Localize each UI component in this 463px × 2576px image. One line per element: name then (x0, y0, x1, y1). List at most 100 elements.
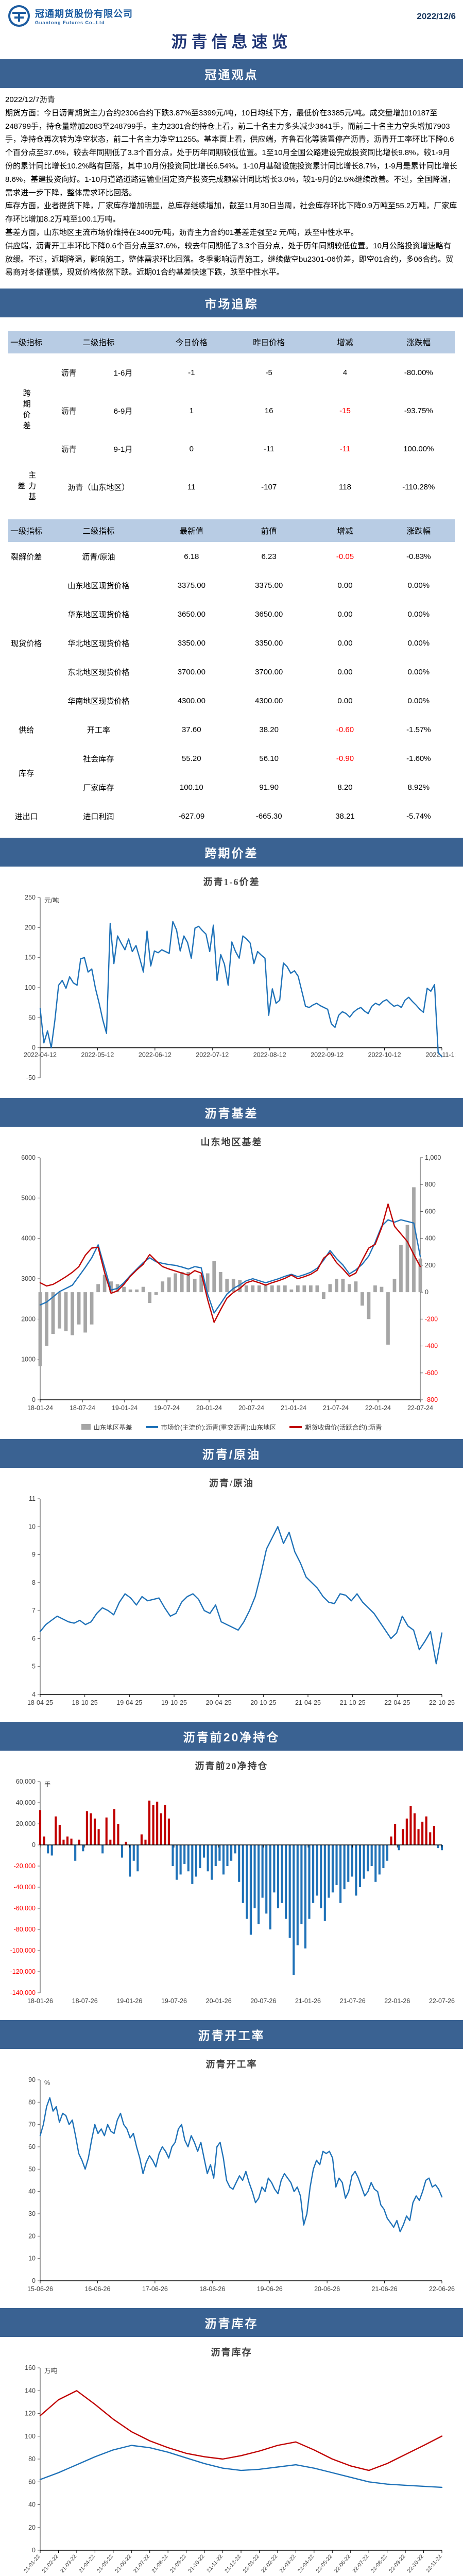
bar (191, 1845, 194, 1885)
svg-text:50: 50 (28, 1014, 36, 1021)
group-label-cell: 进出口 (14, 812, 38, 821)
bar (70, 1838, 73, 1845)
bar (214, 1845, 217, 1867)
group-label-cell: 现货价格 (11, 639, 42, 648)
bar (244, 1285, 248, 1293)
opinion-paragraph-1: 期货方面：今日沥青期货主力合约2306合约下跌3.87%至3399元/吨，10日… (5, 108, 457, 197)
svg-text:4000: 4000 (21, 1235, 36, 1242)
chart-svg-spread16: 250 200 150 100 50 0 -50 2022-04-12 2022-05-12 20… (24, 894, 458, 1081)
bar (413, 1813, 416, 1845)
group-label-cell: 跨期价差 (22, 389, 31, 433)
svg-text:17-06-26: 17-06-26 (142, 2285, 168, 2293)
group-label-cell: 裂解价差 (11, 552, 42, 562)
svg-text:30: 30 (28, 2210, 36, 2217)
company-name-cn: 冠通期货股份有限公司 (35, 9, 133, 19)
spread-basis-table: 一级指标 二级指标 今日价格 昨日价格 增减 涨跌幅 跨期价差 沥青 1-6月 -1 -5 4 -80.… (0, 331, 463, 506)
svg-text:0: 0 (32, 1841, 36, 1849)
svg-text:10: 10 (28, 2255, 36, 2262)
opinion-paragraph-0: 2022/12/7沥青 (5, 95, 55, 104)
svg-text:0: 0 (32, 1396, 36, 1403)
svg-text:4: 4 (32, 1691, 36, 1698)
chart-title-spread16: 沥青1-6价差 (203, 877, 260, 888)
svg-text:22-02-22: 22-02-22 (260, 2553, 279, 2574)
bar (175, 1845, 178, 1880)
table-cell: 0.00 (337, 696, 353, 705)
svg-text:6000: 6000 (21, 1154, 36, 1161)
bar (230, 1845, 233, 1861)
bar (199, 1275, 203, 1293)
table-row: 华北地区现货价格 3350.00 3350.00 0.00 0.00% (8, 629, 455, 657)
svg-text:1,000: 1,000 (425, 1154, 441, 1161)
bar (202, 1845, 205, 1858)
chart-title-basis_sd: 山东地区基差 (200, 1137, 263, 1148)
bar (105, 1817, 108, 1845)
banner-opinion: 冠通观点 (0, 59, 463, 88)
svg-text:20: 20 (28, 2232, 36, 2240)
bar (62, 1839, 65, 1845)
svg-text:2022-04-12: 2022-04-12 (24, 1052, 57, 1059)
svg-text:21-07-22: 21-07-22 (132, 2553, 151, 2574)
table-cell: 0.00 (337, 638, 353, 648)
chart-section-net20: 沥青前20净持仓 沥青前20净持仓 60,000 40,000 20,000 0 -20,0… (0, 1722, 463, 2013)
svg-text:20-01-26: 20-01-26 (206, 1997, 232, 2005)
bar (273, 1845, 276, 1893)
bar (331, 1845, 334, 1893)
bar (71, 1292, 74, 1335)
table-cell: 37.60 (182, 725, 201, 734)
table-header-cell: 昨日价格 (230, 331, 308, 354)
svg-text:22-07-22: 22-07-22 (351, 2553, 370, 2574)
table-cell: 开工率 (87, 725, 110, 735)
table-cell: 3650.00 (255, 609, 283, 619)
opinion-paragraph-3: 基差方面，山东地区主流市场价维持在3400元/吨，沥青主力合约01基差走强至2 … (5, 228, 358, 237)
svg-text:5000: 5000 (21, 1194, 36, 1201)
group-label-cell: 供给 (19, 725, 35, 735)
bar (293, 1845, 295, 1975)
chart-svg-basis_sd: 60005000400030002000100001,0008006004002… (21, 1154, 441, 1412)
bar (50, 1845, 53, 1856)
table-cell: 3650.00 (177, 609, 205, 619)
bar (440, 1845, 443, 1851)
bar (96, 1284, 100, 1293)
bar (78, 1839, 80, 1845)
svg-text:0: 0 (425, 1289, 428, 1296)
svg-text:150: 150 (25, 954, 36, 961)
bar (321, 1292, 325, 1299)
bar (351, 1845, 353, 1877)
svg-text:15-06-26: 15-06-26 (27, 2285, 53, 2293)
table-cell: 56.10 (259, 754, 279, 763)
svg-text:22-05-22: 22-05-22 (315, 2553, 333, 2574)
table-cell: 3700.00 (177, 667, 205, 676)
legend-item: 山东地区基差 (81, 1422, 132, 1432)
chart-net20: 60,000 40,000 20,000 0 -20,000 -40,000 -60,000… (0, 1773, 463, 2013)
bar (193, 1279, 197, 1293)
svg-text:20-04-25: 20-04-25 (206, 1699, 232, 1706)
table-header-cell: 前值 (230, 519, 308, 543)
svg-text:1000: 1000 (21, 1356, 36, 1363)
svg-text:-100,000: -100,000 (10, 1947, 36, 1954)
svg-text:20-01-24: 20-01-24 (196, 1404, 222, 1412)
banner-operate: 沥青开工率 (0, 2020, 463, 2049)
svg-text:20-06-26: 20-06-26 (314, 2285, 340, 2293)
table-cell: 山东地区现货价格 (67, 581, 130, 590)
charts-area: 跨期价差 沥青1-6价差 250 200 150 100 50 0 -50 2022-04-12 2… (0, 838, 463, 2576)
opinion-paragraph-2: 库存方面，业者提货下降，厂家库存增加明显，总库存继续增加，截至11月30日当周，… (5, 201, 457, 224)
svg-text:20,000: 20,000 (16, 1820, 36, 1827)
bar (90, 1292, 94, 1325)
svg-text:11: 11 (29, 1495, 36, 1502)
table-header-cell: 最新值 (152, 519, 230, 543)
svg-text:%: % (44, 2079, 50, 2087)
bar (109, 1839, 112, 1845)
chart-ratio: 11 10 9 8 7 6 5 4 18-04-25 18-10-25 19-04-25 19-10-… (0, 1490, 463, 1715)
bar (354, 1281, 358, 1293)
table-cell: 16 (264, 406, 273, 415)
data-table: 一级指标 二级指标 今日价格 昨日价格 增减 涨跌幅 跨期价差 沥青 1-6月 -1 -5 4 -80.… (8, 331, 455, 506)
table-cell: 38.21 (335, 811, 355, 821)
table-header-cell: 涨跌幅 (382, 331, 455, 354)
table-cell: 厂家库存 (83, 783, 114, 792)
table-cell: -11 (263, 444, 275, 453)
svg-text:-20,000: -20,000 (14, 1862, 36, 1870)
svg-text:21-08-22: 21-08-22 (150, 2553, 169, 2574)
bar (43, 1836, 45, 1845)
table-cell: 沥青 (61, 368, 77, 378)
table-row: 主力基差 沥青（山东地区） 11 -107 118 -110.28% (8, 468, 455, 506)
